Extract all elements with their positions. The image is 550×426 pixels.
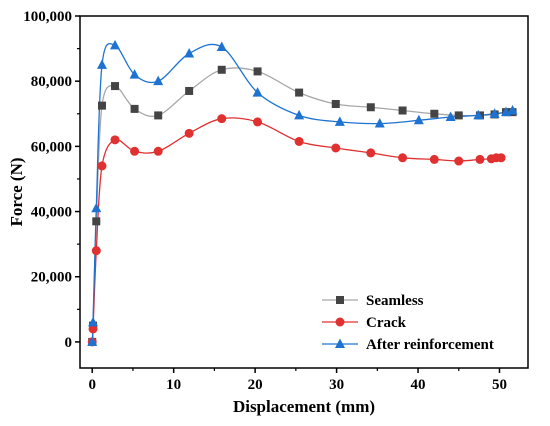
data-point-2 — [217, 114, 227, 124]
data-point-3 — [252, 87, 263, 97]
data-point-2 — [253, 117, 263, 127]
data-point-3 — [184, 47, 195, 58]
data-point-1 — [253, 67, 262, 76]
legend-label: Seamless — [366, 293, 424, 309]
data-point-1 — [398, 106, 407, 115]
data-point-3 — [96, 59, 107, 69]
data-point-1 — [217, 65, 226, 74]
legend-marker — [335, 338, 345, 348]
data-point-3 — [374, 118, 385, 128]
series-line-3 — [91, 42, 513, 342]
data-point-2 — [429, 154, 439, 164]
legend-label: After reinforcement — [366, 337, 494, 353]
data-point-2 — [496, 153, 506, 163]
legend-label: Crack — [366, 315, 407, 331]
data-point-2 — [366, 148, 376, 158]
data-point-3 — [110, 39, 121, 50]
y-tick-label: 0 — [65, 335, 73, 351]
data-point-2 — [91, 246, 101, 256]
data-point-2 — [454, 156, 464, 166]
data-point-3 — [216, 41, 227, 51]
series-line-1 — [91, 67, 513, 342]
y-tick-label: 40,000 — [31, 205, 72, 221]
legend-item-3: After reinforcement — [322, 337, 494, 353]
data-point-2 — [97, 161, 107, 171]
data-point-3 — [91, 202, 102, 213]
x-tick-labels: 0 10 20 30 40 50 — [88, 377, 507, 393]
data-point-2 — [475, 154, 485, 164]
x-tick-label: 40 — [411, 377, 426, 393]
x-tick-label: 10 — [166, 377, 181, 393]
y-tick-label: 60,000 — [31, 139, 72, 155]
data-point-2 — [110, 135, 120, 145]
data-point-1 — [97, 101, 106, 110]
data-point-2 — [398, 153, 408, 163]
data-point-2 — [153, 146, 163, 156]
data-point-1 — [331, 100, 340, 108]
x-tick-label: 20 — [248, 377, 263, 393]
data-point-2 — [184, 128, 194, 138]
plot-frame — [79, 15, 529, 369]
data-point-1 — [111, 82, 120, 91]
data-point-1 — [366, 103, 375, 112]
data-point-3 — [413, 114, 424, 125]
data-point-1 — [154, 111, 163, 120]
y-tick-label: 80,000 — [31, 74, 72, 90]
data-point-3 — [473, 109, 484, 120]
data-point-3 — [489, 108, 500, 118]
legend-marker — [335, 317, 345, 327]
x-axis-title: Displacement (mm) — [233, 397, 375, 416]
data-point-2 — [331, 143, 341, 153]
y-axis-title: Force (N) — [7, 157, 26, 226]
data-point-3 — [507, 105, 518, 115]
legend-item-2: Crack — [322, 315, 407, 331]
x-tick-label: 50 — [492, 377, 507, 393]
x-tick-label: 30 — [329, 377, 344, 393]
data-point-2 — [130, 146, 140, 156]
series-line-2 — [91, 117, 502, 342]
x-tick-label: 0 — [88, 377, 96, 393]
data-point-1 — [185, 86, 194, 95]
y-tick-labels: 0 20,000 40,000 60,000 80,000 100,000 — [23, 9, 72, 351]
data-point-1 — [130, 104, 139, 113]
data-point-3 — [153, 75, 164, 86]
data-point-1 — [295, 88, 304, 97]
legend: Seamless Crack After reinforcement — [322, 293, 494, 353]
data-point-3 — [445, 111, 456, 122]
y-tick-label: 100,000 — [23, 9, 72, 25]
data-point-2 — [88, 324, 98, 334]
series-markers — [87, 39, 518, 347]
data-point-3 — [87, 336, 98, 346]
data-point-3 — [334, 116, 345, 126]
legend-marker — [336, 296, 344, 304]
data-point-3 — [129, 69, 140, 79]
data-point-3 — [88, 316, 99, 327]
legend-item-1: Seamless — [322, 293, 424, 309]
series-lines — [91, 42, 513, 342]
axis-ticks — [75, 15, 501, 373]
y-tick-label: 20,000 — [31, 270, 72, 286]
data-point-1 — [430, 109, 439, 118]
data-point-1 — [92, 217, 101, 226]
data-point-3 — [294, 109, 305, 120]
data-point-1 — [454, 111, 463, 120]
data-point-2 — [294, 136, 304, 146]
